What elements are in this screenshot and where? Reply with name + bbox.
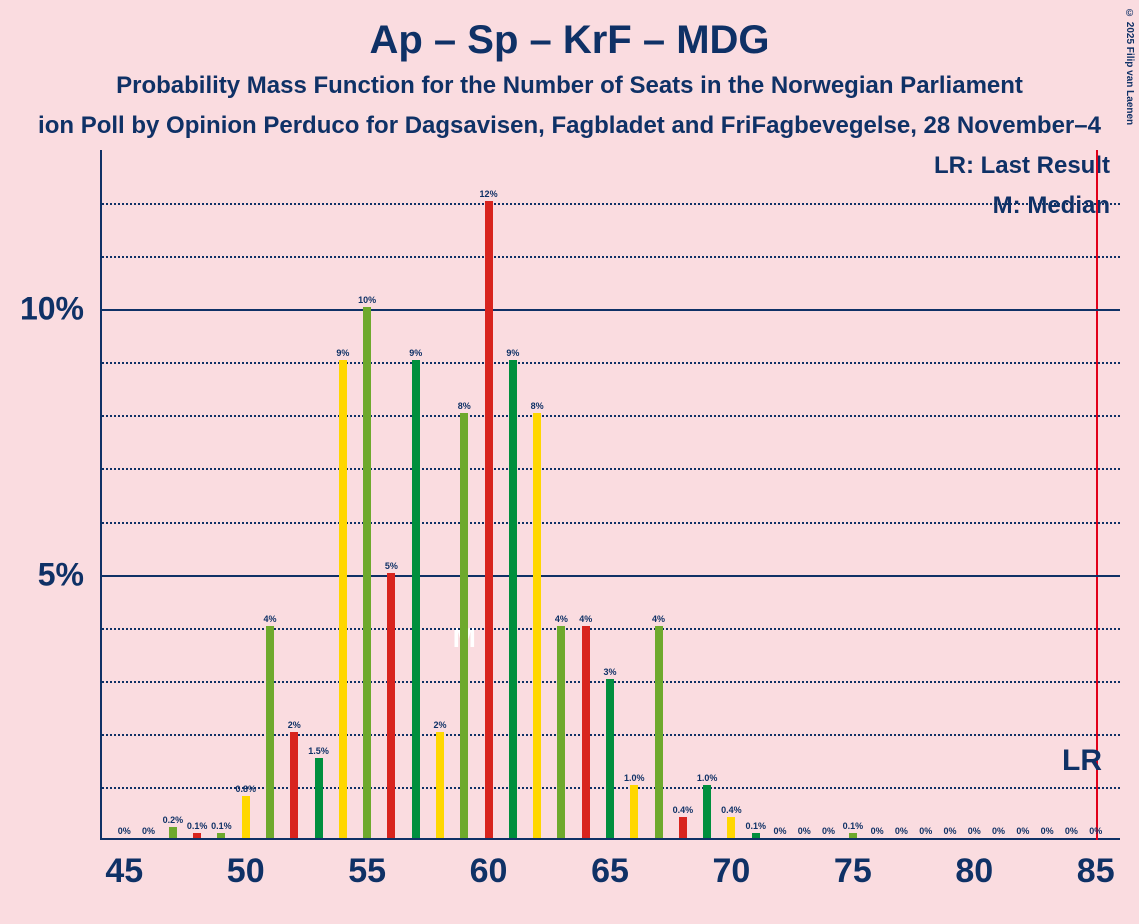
bar: 9% — [412, 360, 420, 838]
x-tick-label: 60 — [470, 840, 508, 891]
x-tick-label: 55 — [348, 840, 386, 891]
x-tick-label: 70 — [713, 840, 751, 891]
bar-label: 0.1% — [843, 821, 864, 833]
copyright-text: © 2025 Filip van Laenen — [1124, 8, 1135, 125]
bar-label: 10% — [358, 295, 376, 307]
last-result-label: LR — [1062, 744, 1102, 778]
bar-label: 4% — [579, 614, 592, 626]
bar-label: 4% — [555, 614, 568, 626]
y-axis — [100, 150, 102, 840]
legend-median: M: Median — [993, 192, 1110, 220]
bar-label: 0% — [943, 826, 956, 838]
bar-label: 12% — [480, 189, 498, 201]
bar-label: 9% — [506, 348, 519, 360]
gridline-minor — [102, 415, 1120, 417]
bar-label: 1.0% — [697, 773, 718, 785]
bar-label: 0% — [773, 826, 786, 838]
gridline-minor — [102, 628, 1120, 630]
bar-label: 9% — [409, 348, 422, 360]
bar-label: 0% — [798, 826, 811, 838]
last-result-line — [1096, 150, 1098, 840]
bar: 0.4% — [679, 817, 687, 838]
bar-label: 0% — [871, 826, 884, 838]
bar: 1.0% — [703, 785, 711, 838]
gridline-minor — [102, 468, 1120, 470]
bar-label: 0% — [1089, 826, 1102, 838]
bar: 4% — [582, 626, 590, 838]
bar-label: 3% — [603, 667, 616, 679]
bar: 0.8% — [242, 796, 250, 838]
legend-lr: LR: Last Result — [934, 152, 1110, 180]
x-tick-label: 50 — [227, 840, 265, 891]
x-tick-label: 75 — [834, 840, 872, 891]
gridline-major — [100, 575, 1120, 577]
bar-label: 8% — [458, 401, 471, 413]
chart-title: Ap – Sp – KrF – MDG — [0, 18, 1139, 63]
gridline-major — [100, 309, 1120, 311]
bar-label: 0.2% — [163, 815, 184, 827]
x-tick-label: 45 — [105, 840, 143, 891]
bar-label: 5% — [385, 561, 398, 573]
x-tick-label: 80 — [955, 840, 993, 891]
bar-label: 0% — [822, 826, 835, 838]
bar: 8% — [460, 413, 468, 838]
x-tick-label: 65 — [591, 840, 629, 891]
bar: 3% — [606, 679, 614, 838]
bar: 5% — [387, 573, 395, 838]
bar: 4% — [557, 626, 565, 838]
bar-label: 0.1% — [745, 821, 766, 833]
bar: 9% — [339, 360, 347, 838]
bar-label: 0% — [1065, 826, 1078, 838]
bar-label: 1.0% — [624, 773, 645, 785]
bar-label: 0.4% — [721, 805, 742, 817]
bar-label: 0% — [895, 826, 908, 838]
bar: 9% — [509, 360, 517, 838]
bar-label: 2% — [433, 720, 446, 732]
bar-label: 2% — [288, 720, 301, 732]
bar: 4% — [266, 626, 274, 838]
bar-label: 0% — [968, 826, 981, 838]
bar: 0.1% — [752, 833, 760, 838]
bar-label: 0% — [992, 826, 1005, 838]
bar-label: 4% — [652, 614, 665, 626]
bar: 2% — [436, 732, 444, 838]
bar-label: 0% — [919, 826, 932, 838]
bar: 0.4% — [727, 817, 735, 838]
bar-label: 0.4% — [673, 805, 694, 817]
bar: 2% — [290, 732, 298, 838]
bar: 12% — [485, 201, 493, 838]
bar-label: 0% — [142, 826, 155, 838]
bar: 0.1% — [849, 833, 857, 838]
y-tick-label: 10% — [20, 291, 100, 328]
chart-canvas: Ap – Sp – KrF – MDG Probability Mass Fun… — [0, 0, 1139, 924]
bar: 0.2% — [169, 827, 177, 838]
bar: 4% — [655, 626, 663, 838]
bar: 1.0% — [630, 785, 638, 838]
bar-label: 0.8% — [235, 784, 256, 796]
bar-label: 4% — [263, 614, 276, 626]
plot-area: LR: Last Result M: Median LR M 5%10%4550… — [100, 150, 1120, 840]
bar-label: 1.5% — [308, 746, 329, 758]
gridline-minor — [102, 522, 1120, 524]
bar-label: 0% — [1016, 826, 1029, 838]
gridline-minor — [102, 203, 1120, 205]
chart-subtitle-1: Probability Mass Function for the Number… — [0, 72, 1139, 100]
bar-label: 0% — [1041, 826, 1054, 838]
chart-subtitle-2: ion Poll by Opinion Perduco for Dagsavis… — [0, 112, 1139, 140]
gridline-minor — [102, 256, 1120, 258]
x-tick-label: 85 — [1077, 840, 1115, 891]
gridline-minor — [102, 362, 1120, 364]
bar: 10% — [363, 307, 371, 838]
bar-label: 0.1% — [187, 821, 208, 833]
bar-label: 9% — [336, 348, 349, 360]
bar-label: 8% — [531, 401, 544, 413]
y-tick-label: 5% — [38, 556, 100, 593]
bar: 8% — [533, 413, 541, 838]
bar: 0.1% — [217, 833, 225, 838]
bar-label: 0.1% — [211, 821, 232, 833]
bar: 1.5% — [315, 758, 323, 838]
bar: 0.1% — [193, 833, 201, 838]
bar-label: 0% — [118, 826, 131, 838]
